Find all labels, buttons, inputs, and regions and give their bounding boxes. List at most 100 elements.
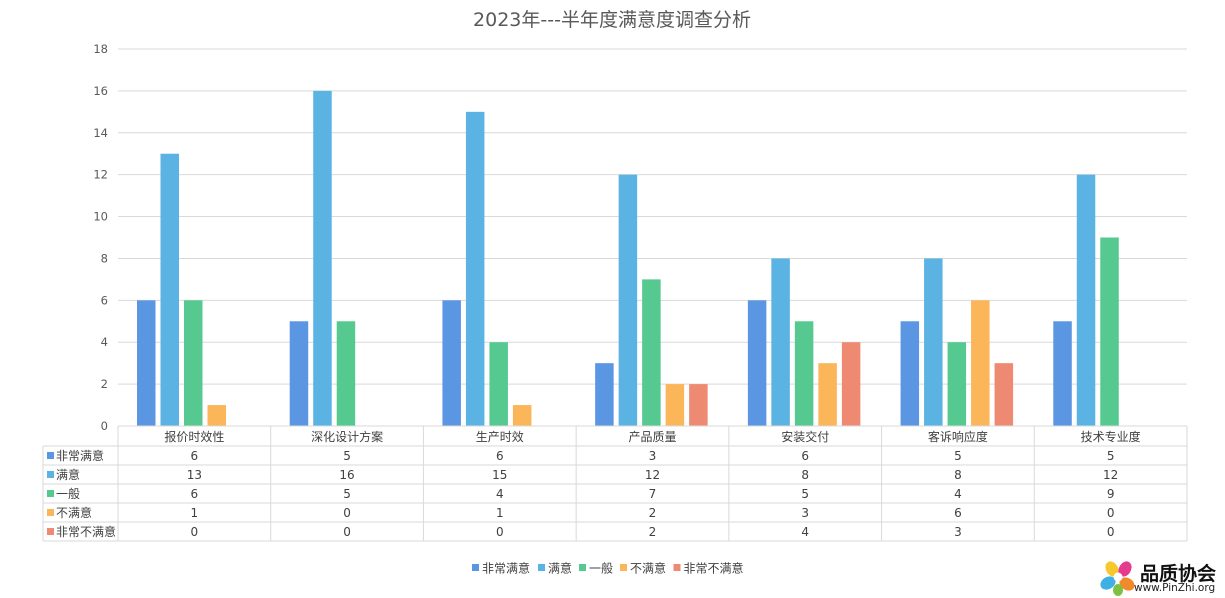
table-value: 12 — [1103, 468, 1118, 482]
bar — [794, 321, 814, 426]
table-value: 6 — [801, 449, 809, 463]
bar — [207, 405, 226, 426]
bar — [160, 153, 179, 426]
y-tick-label: 6 — [101, 293, 108, 307]
table-value: 0 — [343, 525, 351, 539]
bar — [336, 321, 356, 426]
y-tick-label: 8 — [101, 251, 108, 265]
bar — [512, 405, 532, 426]
category-label: 产品质量 — [628, 430, 676, 444]
table-value: 6 — [191, 487, 199, 501]
chart-title: 2023年---半年度满意度调查分析 — [473, 9, 751, 31]
bar — [1053, 321, 1072, 426]
legend-label: 一般 — [589, 561, 613, 576]
table-legend-key — [47, 452, 54, 459]
bar — [841, 342, 861, 426]
bar — [465, 111, 485, 426]
legend-label: 非常满意 — [482, 561, 530, 576]
y-tick-label: 10 — [93, 210, 108, 224]
table-value: 5 — [343, 487, 351, 501]
legend-label: 非常不满意 — [684, 561, 744, 576]
category-label: 报价时效性 — [164, 429, 224, 444]
table-value: 0 — [496, 525, 504, 539]
table-series-label: 一般 — [56, 486, 80, 501]
table-value: 13 — [187, 468, 202, 482]
table-legend-key — [47, 528, 54, 535]
category-label: 安装交付 — [781, 429, 829, 444]
legend-label: 满意 — [548, 561, 572, 576]
table-value: 5 — [343, 449, 351, 463]
y-tick-label: 18 — [93, 42, 108, 56]
table-value: 4 — [496, 487, 504, 501]
bar — [771, 258, 790, 426]
legend-key — [538, 564, 545, 571]
table-value: 15 — [492, 468, 507, 482]
bar — [1100, 237, 1119, 426]
table-series-label: 满意 — [56, 467, 80, 482]
table-value: 12 — [645, 468, 660, 482]
logo-title: 品质协会 — [1140, 563, 1217, 585]
table-value: 2 — [649, 506, 657, 520]
table-legend-key — [47, 509, 54, 516]
bar — [665, 384, 685, 426]
table-value: 3 — [649, 449, 657, 463]
y-tick-label: 16 — [93, 84, 108, 98]
table-value: 6 — [191, 449, 199, 463]
table-value: 1 — [496, 506, 504, 520]
bar — [947, 342, 967, 426]
bar — [971, 300, 990, 426]
table-value: 4 — [954, 487, 962, 501]
table-value: 16 — [339, 468, 354, 482]
bars — [137, 90, 1119, 426]
category-label: 深化设计方案 — [311, 429, 383, 444]
table-value: 6 — [496, 449, 504, 463]
legend-key — [673, 564, 681, 571]
table-value: 9 — [1107, 487, 1115, 501]
logo-flower-icon — [1100, 561, 1135, 596]
table-legend-key — [47, 490, 54, 497]
table-value: 5 — [1107, 449, 1115, 463]
bar — [1076, 174, 1096, 426]
table-value: 0 — [191, 525, 199, 539]
table-series-label: 非常不满意 — [56, 524, 116, 539]
table-value: 8 — [801, 468, 809, 482]
table-legend-key — [47, 471, 54, 478]
category-label: 技术专业度 — [1081, 429, 1141, 444]
table-value: 4 — [801, 525, 809, 539]
table-value: 1 — [191, 506, 199, 520]
table-value: 5 — [801, 487, 809, 501]
logo-url: www.PinZhi.org — [1134, 582, 1216, 594]
bar — [994, 363, 1014, 426]
bar — [137, 300, 156, 426]
bar — [184, 300, 203, 426]
table-value: 3 — [954, 525, 962, 539]
legend-key — [620, 564, 627, 571]
legend-key — [579, 564, 586, 571]
bar — [747, 300, 767, 426]
category-label: 生产时效 — [476, 429, 524, 444]
table-value: 7 — [649, 487, 657, 501]
bar — [924, 258, 943, 426]
category-label: 客诉响应度 — [928, 429, 988, 444]
bar — [313, 90, 332, 426]
table-value: 3 — [801, 506, 809, 520]
bar — [818, 363, 837, 426]
y-tick-label: 4 — [101, 335, 108, 349]
table-series-label: 非常满意 — [56, 448, 104, 463]
y-axis: 0 2 4 6 8 10 12 14 16 18 — [93, 42, 108, 433]
table-value: 2 — [649, 525, 657, 539]
y-tick-label: 14 — [93, 126, 108, 140]
y-tick-label: 0 — [101, 419, 108, 433]
bar — [900, 321, 920, 426]
table-value: 0 — [1107, 506, 1115, 520]
table-value: 0 — [1107, 525, 1115, 539]
y-tick-label: 2 — [101, 377, 108, 391]
bar — [642, 279, 661, 426]
table-value: 8 — [954, 468, 962, 482]
table-value: 5 — [954, 449, 962, 463]
logo: 品质协会 www.PinZhi.org — [1100, 558, 1225, 598]
bar — [489, 342, 508, 426]
table-series-label: 不满意 — [56, 505, 92, 520]
